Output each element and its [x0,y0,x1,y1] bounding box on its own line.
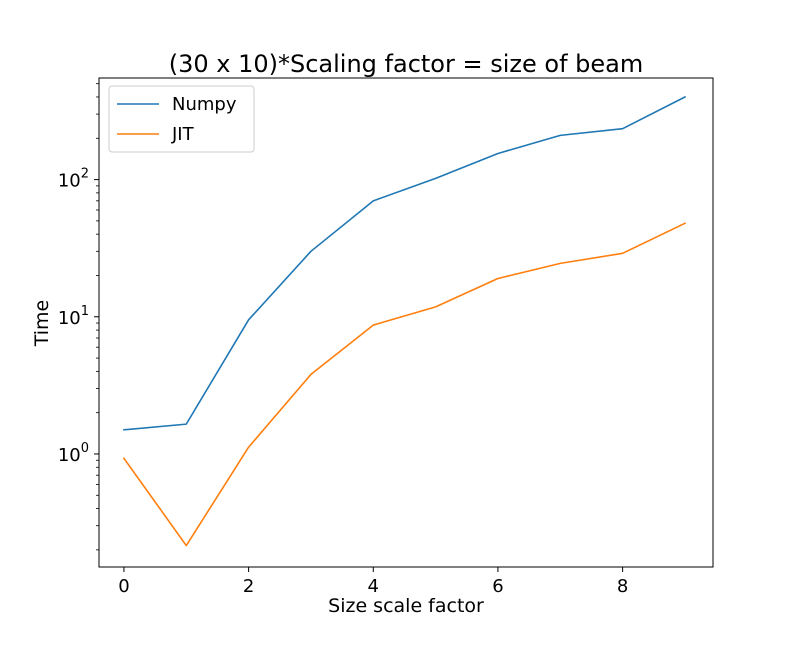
x-tick-label: 4 [368,576,379,597]
x-tick-label: 6 [492,576,503,597]
y-axis-label: Time [31,300,53,348]
chart-title: (30 x 10)*Scaling factor = size of beam [169,50,644,78]
legend-label: Numpy [172,94,237,115]
plot-area: 0 2 4 6 8 100 101 102 [58,77,714,597]
series-line-jit [122,222,687,547]
legend: Numpy JIT [108,85,255,153]
y-tick-label: 101 [58,304,89,329]
x-tick-label: 0 [118,576,129,597]
y-tick-label: 102 [58,167,89,192]
x-tick-label: 8 [617,576,628,597]
x-tick-label: 2 [243,576,254,597]
legend-box [108,85,255,153]
y-tick-label: 100 [58,441,89,466]
axes-frame [98,77,714,568]
series-line-numpy [123,95,687,431]
x-axis-label: Size scale factor [328,595,484,617]
legend-label: JIT [171,124,195,145]
